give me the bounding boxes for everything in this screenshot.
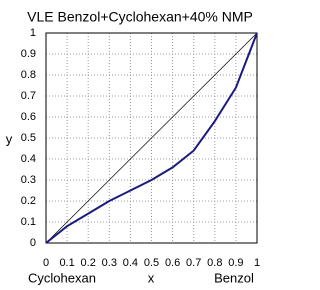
y-tick-label: 0.6	[21, 111, 36, 123]
y-tick-label: 0.1	[21, 216, 36, 228]
y-tick-label: 0.2	[21, 195, 36, 207]
x-tick-label: 0.1	[59, 257, 74, 269]
x-tick-label: 0.6	[165, 257, 180, 269]
x-tick-label: 0	[43, 257, 49, 269]
x-tick-label: 1	[254, 257, 260, 269]
x-tick-label: 0.3	[102, 257, 117, 269]
chart: VLE Benzol+Cyclohexan+40% NMP y x 0 0.1 0.…	[6, 9, 260, 286]
plot-frame	[45, 32, 258, 244]
x-tick-label: 0.4	[123, 257, 138, 269]
x-tick-label: 0.7	[186, 257, 201, 269]
y-tick-label: 0.4	[21, 153, 36, 165]
chart-title: VLE Benzol+Cyclohexan+40% NMP	[27, 9, 253, 25]
y-tick-label: 1	[30, 27, 36, 39]
x-tick-label: 0.8	[207, 257, 222, 269]
annotation: Benzol	[214, 270, 254, 285]
y-tick-label: 0.3	[21, 174, 36, 186]
y-tick-label: 0.9	[21, 48, 36, 60]
x-axis-label: x	[148, 270, 155, 285]
y-tick-label: 0.5	[21, 132, 36, 144]
x-tick-label: 0.9	[228, 257, 243, 269]
y-axis-label: y	[6, 131, 13, 146]
annotation: Cyclohexan	[28, 270, 96, 285]
y-tick-label: 0.7	[21, 90, 36, 102]
x-tick-label: 0.5	[144, 257, 159, 269]
data-line	[45, 32, 258, 244]
y-tick-label: 0.8	[21, 69, 36, 81]
x-tick-label: 0.2	[81, 257, 96, 269]
y-tick-label: 0	[30, 237, 36, 249]
diagonal-line	[45, 32, 258, 244]
